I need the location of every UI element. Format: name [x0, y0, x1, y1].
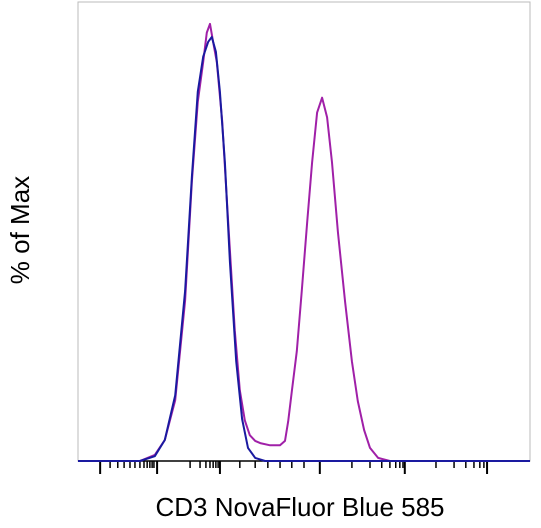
x-axis-label: CD3 NovaFluor Blue 585 — [155, 492, 444, 522]
y-axis-label: % of Max — [5, 176, 35, 284]
plot-frame — [77, 1, 531, 462]
histogram-line — [78, 22, 530, 462]
histogram-line — [78, 36, 530, 462]
